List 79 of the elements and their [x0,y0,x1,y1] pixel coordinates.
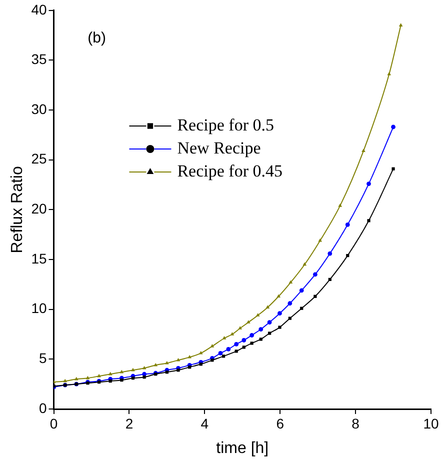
point [328,278,332,282]
point [165,360,169,364]
x-tick-label: 10 [423,415,439,432]
point [300,306,304,310]
point [120,378,124,382]
point [278,326,282,329]
point [131,376,135,380]
point [387,72,392,76]
x-tick-label: 6 [276,415,284,432]
x-tick-label: 8 [352,415,360,432]
point [176,358,180,362]
point [268,332,272,335]
y-tick-label: 35 [31,51,47,68]
point [362,148,366,152]
point [242,346,246,349]
point [256,313,260,316]
x-axis-title: time [h] [216,440,269,457]
point [154,362,158,366]
point [346,254,350,258]
point [176,368,180,372]
point [242,338,246,342]
point [108,380,112,383]
y-tick-label: 40 [31,1,47,18]
point [222,354,226,358]
point [345,222,350,227]
point [258,327,264,332]
point [222,336,226,340]
point [328,251,332,256]
y-tick-label: 25 [31,150,47,167]
x-tick-label: 4 [200,415,209,432]
point [392,167,395,170]
point [338,204,342,207]
point [259,338,262,341]
y-tick-label: 20 [31,200,47,217]
point [367,219,370,222]
point [314,294,317,298]
point [299,288,304,293]
legend-label: New Recipe [177,138,261,158]
point [199,362,202,366]
y-tick-label: 15 [31,250,47,266]
point [230,332,234,336]
point [398,23,403,26]
point [366,182,371,186]
point [312,272,318,277]
point [288,301,292,306]
point [234,342,239,346]
point [165,370,168,374]
point [226,347,231,352]
point [391,124,396,130]
point [267,320,272,325]
x-tick-label: 2 [125,415,134,432]
y-tick-label: 30 [31,100,47,117]
point [210,358,214,362]
x-tick-label: 0 [50,415,58,432]
point [288,280,293,284]
point [188,366,192,369]
legend-label: Recipe for 0.5 [177,115,274,134]
point [266,305,270,308]
point [276,294,281,298]
y-tick-label: 10 [31,300,47,316]
point [288,316,292,320]
y-axis-title: Reflux Ratio [9,166,26,254]
point [210,344,214,348]
point [188,354,192,358]
point [278,311,282,316]
point [234,350,238,353]
point [246,320,250,324]
annotation: (b) [88,30,106,47]
point [238,326,242,330]
point [142,376,146,379]
point [86,376,90,380]
legend-label: Recipe for 0.45 [177,161,282,180]
point [198,350,203,354]
y-tick-label: 0 [38,400,47,416]
point [250,342,254,345]
point [250,333,254,338]
point [302,262,307,266]
point [218,350,223,356]
y-tick-label: 5 [38,350,47,366]
